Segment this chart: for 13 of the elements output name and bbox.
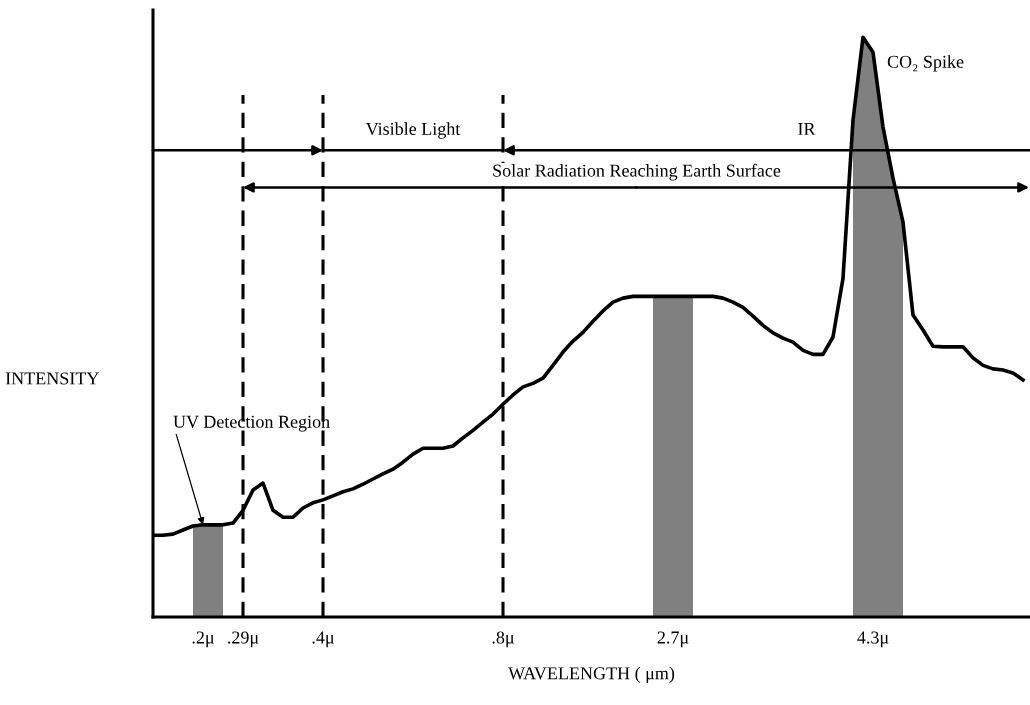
y-axis-title: INTENSITY xyxy=(5,372,99,385)
x-axis-title: WAVELENGTH ( μm) xyxy=(508,666,675,684)
x-tick-label: 4.3μ xyxy=(857,631,889,648)
x-tick-label: .29μ xyxy=(228,631,259,648)
x-tick-label: .2μ xyxy=(192,631,214,648)
annotation: IR xyxy=(798,123,816,135)
annotation: UV Detection Region xyxy=(173,415,330,432)
x-tick-label: .4μ xyxy=(312,631,334,648)
annotation: Visible Light xyxy=(365,122,461,139)
annotation: CO₂ Spike xyxy=(887,55,964,72)
x-tick-label: .8μ xyxy=(492,631,514,648)
x-tick-label: 2.7μ xyxy=(657,631,689,648)
annotation: Solar Radiation Reaching Earth Surface xyxy=(493,163,781,181)
